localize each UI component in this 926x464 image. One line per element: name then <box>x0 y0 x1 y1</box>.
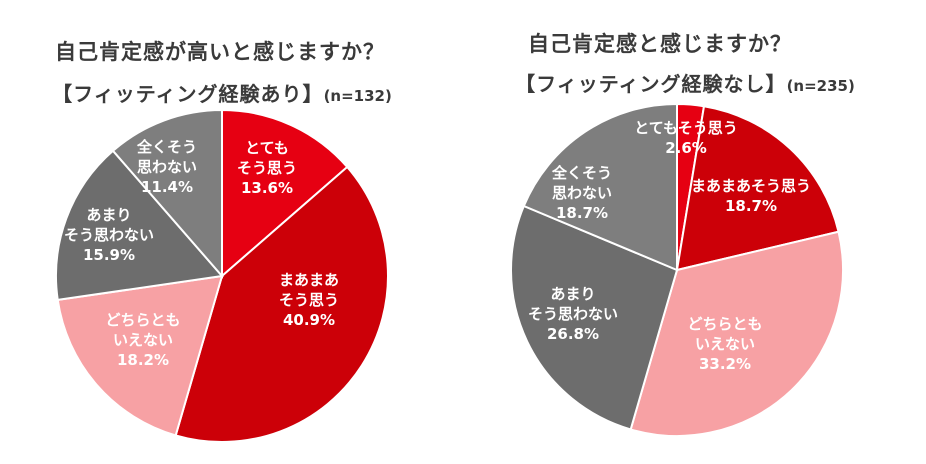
pie-slice <box>629 230 844 437</box>
chart-subtitle: 【フィッティング経験なし】(n=235) <box>485 68 885 97</box>
pie-slice <box>55 149 224 302</box>
slice-category-label: 思わない <box>552 184 612 202</box>
slice-value-label: 26.8% <box>547 325 599 343</box>
slice-category-label: 思わない <box>137 158 197 176</box>
slice-value-label: 2.6% <box>665 139 707 157</box>
slice-label: とてもそう思う 13.6% <box>237 139 297 197</box>
slice-category-label: 全くそう <box>136 138 197 156</box>
slice-value-label: 18.2% <box>117 351 169 369</box>
sample-size: (n=235) <box>786 77 855 95</box>
slice-category-label: どちらとも <box>105 311 180 329</box>
pie-slice <box>510 204 679 431</box>
chart-subtitle: 【フィッティング経験あり】(n=132) <box>22 78 422 107</box>
chart-title: 自己肯定感と感じますか？ <box>528 32 792 56</box>
slice-value-label: 13.6% <box>241 179 293 197</box>
slice-category-label: まあまあ <box>279 271 339 289</box>
pie-slice <box>675 105 840 272</box>
pie-svg: とてもそう思う 2.6% まあまあそう思う 18.7% どちらともいえない 33.2% あま… <box>510 102 844 437</box>
chart-title: 自己肯定感が高いと感じますか？ <box>55 40 385 64</box>
slice-category-label: 全くそう <box>551 164 612 182</box>
slice-category-label: そう思う <box>279 291 339 309</box>
slice-label: とてもそう思う 2.6% <box>634 119 738 157</box>
slice-label: あまりそう思わない 15.9% <box>64 206 154 264</box>
pie-slice <box>221 108 349 279</box>
sample-size: (n=132) <box>323 87 392 105</box>
pie-chart-with-fitting: 自己肯定感が高いと感じますか？ 【フィッティング経験あり】(n=132) とても… <box>22 40 422 443</box>
slice-value-label: 18.7% <box>556 204 608 222</box>
slice-category-label: あまり <box>86 206 131 224</box>
slice-category-label: いえない <box>695 335 755 353</box>
slice-value-label: 15.9% <box>83 246 135 264</box>
slice-label: まあまあそう思う 40.9% <box>279 271 339 329</box>
slice-label: どちらともいえない 18.2% <box>105 311 180 369</box>
pie-svg: とてもそう思う 13.6%まあまあそう思う 40.9%どちらともいえない 18.2%あ… <box>55 108 389 443</box>
slice-label: どちらともいえない 33.2% <box>687 315 762 373</box>
slice-category-label: そう思わない <box>64 226 154 244</box>
slice-category-label: とても <box>245 139 289 157</box>
slice-value-label: 33.2% <box>699 355 751 373</box>
slice-value-label: 40.9% <box>283 311 335 329</box>
slice-label: 全くそう思わない 11.4% <box>136 138 197 196</box>
pie-slice <box>522 102 678 272</box>
pie-slice <box>56 274 224 437</box>
slice-category-label: そう思わない <box>528 305 618 323</box>
pie-slice <box>111 108 223 279</box>
pie-slice <box>174 165 389 443</box>
slice-category-label: いえない <box>113 331 173 349</box>
slice-label: 全くそう思わない 18.7% <box>551 164 612 222</box>
slice-label: あまりそう思わない 26.8% <box>528 285 618 343</box>
pie-chart-without-fitting: 自己肯定感と感じますか？ 【フィッティング経験なし】(n=235) とてもそう思… <box>463 0 926 464</box>
slice-category-label: そう思う <box>237 159 297 177</box>
subtitle-text: 【フィッティング経験なし】 <box>515 72 787 96</box>
slice-category-label: あまり <box>550 285 595 303</box>
slice-label: まあまあそう思う 18.7% <box>691 177 811 215</box>
slice-category-label: どちらとも <box>687 315 762 333</box>
slice-value-label: 11.4% <box>141 178 193 196</box>
subtitle-text: 【フィッティング経験あり】 <box>52 82 324 106</box>
slice-value-label: 18.7% <box>725 197 777 215</box>
slice-category-label: とてもそう思う <box>634 119 738 137</box>
slice-category-label: まあまあそう思う <box>691 177 811 195</box>
